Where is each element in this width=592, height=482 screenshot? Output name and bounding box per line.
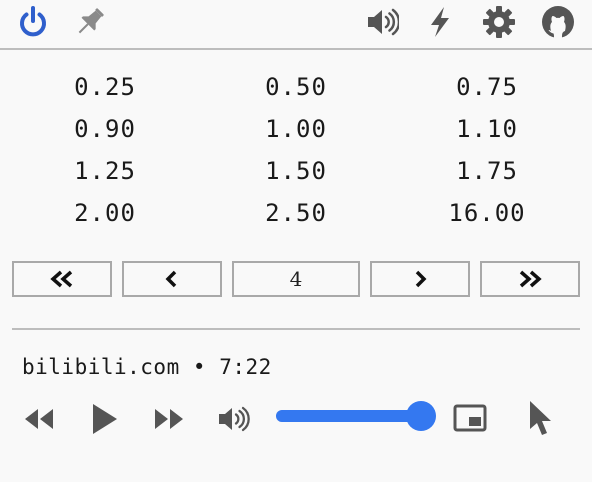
speed-row: 0.90 1.00 1.10 [0, 108, 592, 150]
speed-option[interactable]: 1.10 [456, 115, 518, 143]
volume-icon[interactable] [364, 4, 400, 40]
volume-slider-thumb[interactable] [406, 401, 436, 431]
speed-option[interactable]: 0.90 [74, 115, 136, 143]
speed-option[interactable]: 1.75 [456, 157, 518, 185]
next-page-button[interactable] [370, 261, 470, 297]
lightning-icon[interactable] [422, 4, 458, 40]
speed-option[interactable]: 2.50 [265, 199, 327, 227]
cursor-icon [530, 401, 551, 435]
media-source-info: bilibili.com • 7:22 [22, 352, 272, 382]
speed-row: 2.00 2.50 16.00 [0, 192, 592, 234]
volume-icon [219, 406, 250, 432]
speed-option[interactable]: 16.00 [448, 199, 526, 227]
rewind-button[interactable] [20, 402, 58, 436]
double-chevron-right-icon [519, 270, 542, 288]
speed-row: 1.25 1.50 1.75 [0, 150, 592, 192]
volume-slider-fill [276, 410, 421, 422]
chevron-right-icon [415, 270, 427, 288]
picture-in-picture-button[interactable] [450, 400, 490, 436]
fast-forward-button[interactable] [150, 402, 188, 436]
site-name: bilibili.com [22, 355, 180, 379]
fast-forward-icon [155, 409, 183, 429]
gear-icon[interactable] [481, 4, 517, 40]
speed-option[interactable]: 1.50 [265, 157, 327, 185]
speed-option[interactable]: 1.00 [265, 115, 327, 143]
speed-grid: 0.25 0.50 0.75 0.90 1.00 1.10 1.25 1.50 … [0, 66, 592, 234]
speed-option[interactable]: 0.50 [265, 73, 327, 101]
play-icon [93, 404, 117, 434]
speed-row: 0.25 0.50 0.75 [0, 66, 592, 108]
page-number[interactable]: 4 [232, 261, 360, 297]
mute-button[interactable] [214, 402, 252, 436]
play-button[interactable] [86, 400, 122, 438]
speed-option[interactable]: 0.25 [74, 73, 136, 101]
double-chevron-left-icon [50, 270, 73, 288]
pin-icon[interactable] [72, 4, 108, 40]
first-page-button[interactable] [12, 261, 112, 297]
power-icon[interactable] [15, 4, 51, 40]
volume-slider[interactable] [276, 401, 436, 431]
current-time: 7:22 [219, 355, 272, 379]
divider [12, 328, 580, 330]
speed-option[interactable]: 1.25 [74, 157, 136, 185]
speed-option[interactable]: 2.00 [74, 199, 136, 227]
prev-page-button[interactable] [122, 261, 222, 297]
chevron-left-icon [165, 270, 177, 288]
picture-in-picture-icon [453, 404, 487, 432]
separator: • [192, 355, 207, 379]
speed-option[interactable]: 0.75 [456, 73, 518, 101]
github-icon[interactable] [540, 4, 576, 40]
cursor-button[interactable] [522, 398, 556, 438]
pager: 4 [0, 261, 592, 297]
last-page-button[interactable] [480, 261, 580, 297]
toolbar [0, 0, 592, 50]
rewind-icon [25, 409, 53, 429]
